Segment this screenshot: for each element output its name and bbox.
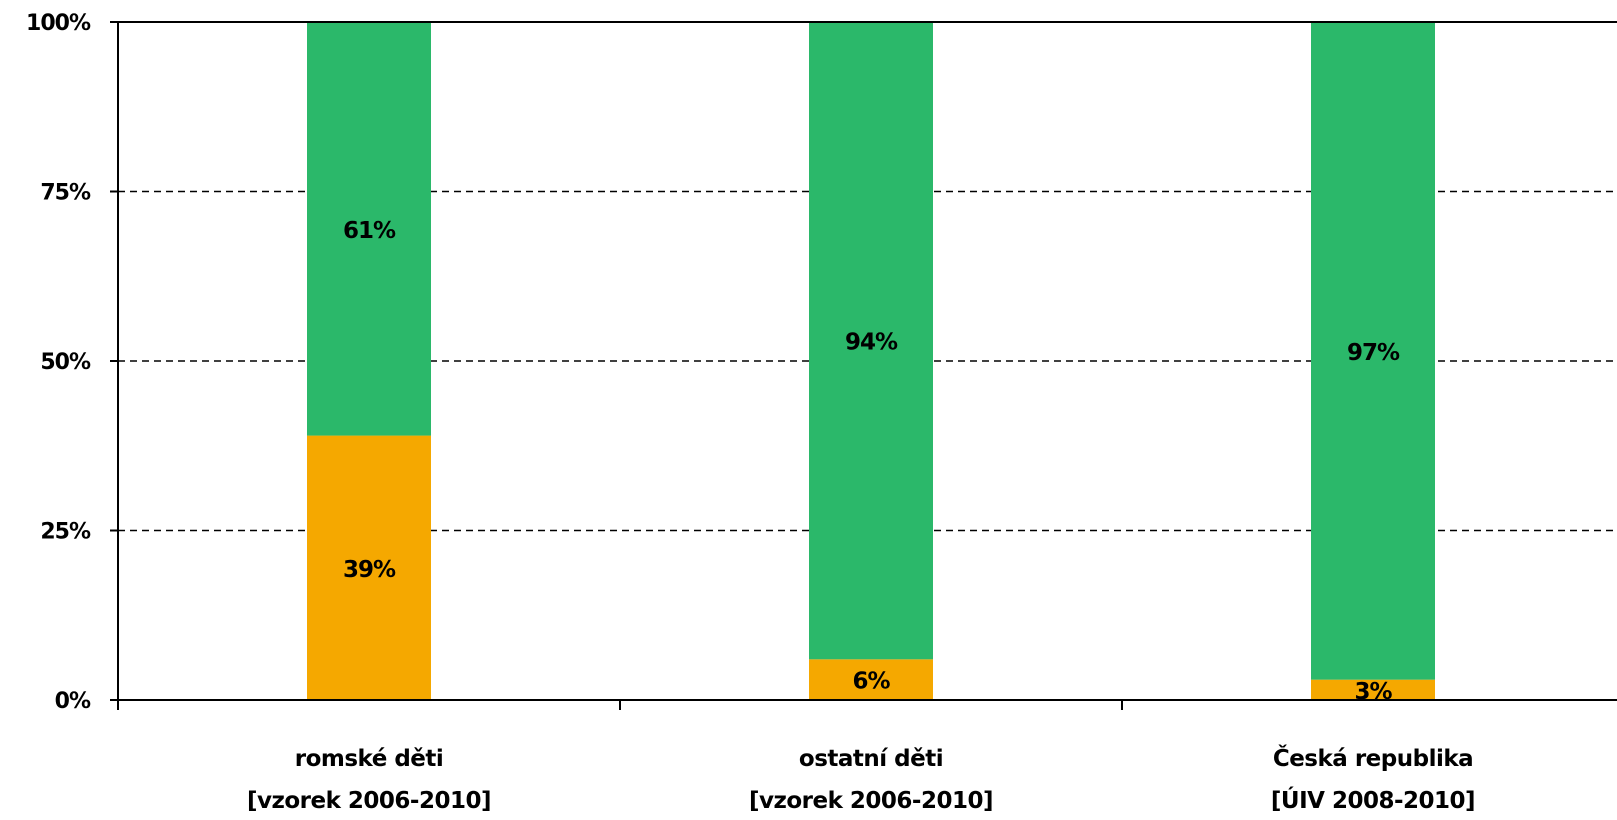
data-label: 6% — [852, 669, 890, 695]
value-labels: 39% 61% 6% 94% 3% 97% — [343, 218, 1401, 705]
x-category-label: [vzorek 2006-2010] — [247, 788, 491, 814]
x-category-label: romské děti — [295, 746, 444, 772]
x-category-label: [ÚIV 2008-2010] — [1271, 786, 1475, 814]
data-label: 94% — [845, 330, 898, 356]
y-tick-label: 25% — [40, 520, 91, 545]
bar-segment — [1311, 679, 1435, 700]
data-label: 3% — [1354, 679, 1392, 705]
y-tick-labels: 0% 25% 50% 75% 100% — [26, 11, 92, 714]
data-label: 39% — [343, 557, 396, 583]
axes — [110, 21, 1617, 710]
bar-segment — [1311, 22, 1435, 680]
y-tick-label: 100% — [26, 11, 91, 36]
x-category-labels: romské děti [vzorek 2006-2010] ostatní dět… — [247, 744, 1476, 814]
y-tick-label: 75% — [40, 181, 91, 206]
y-tick-label: 50% — [40, 350, 91, 375]
x-category-label: Česká republika — [1273, 744, 1473, 772]
y-tick-label: 0% — [55, 689, 91, 714]
bar-segment — [307, 22, 431, 436]
bar-segment — [307, 435, 431, 700]
bar-segment — [809, 659, 933, 700]
x-category-label: [vzorek 2006-2010] — [749, 788, 993, 814]
bars — [307, 22, 1435, 700]
data-label: 97% — [1347, 340, 1400, 366]
data-label: 61% — [343, 218, 396, 244]
x-category-label: ostatní děti — [799, 746, 943, 772]
bar-segment — [809, 22, 933, 660]
